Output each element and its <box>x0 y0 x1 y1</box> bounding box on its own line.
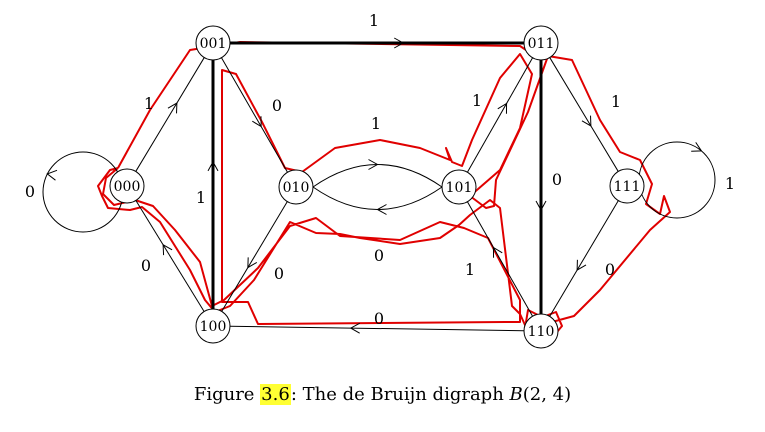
caption-args: (2, 4) <box>522 384 572 405</box>
edge-111-111-label: 1 <box>725 174 735 193</box>
edge-000-000-arrow <box>46 169 58 181</box>
node-100-label: 100 <box>200 319 227 335</box>
edge-100-000-arrow <box>162 243 173 256</box>
figure-caption: Figure 3.6: The de Bruijn digraph B(2, 4… <box>0 384 765 405</box>
edge-110-100-arrow <box>349 322 361 334</box>
edge-100-001-label: 1 <box>196 188 206 207</box>
node-111-label: 111 <box>614 179 641 195</box>
edge-001-011-label: 1 <box>369 11 379 30</box>
edge-000-001-arrow <box>167 102 178 114</box>
edge-001-010-label: 0 <box>272 96 282 115</box>
node-110-label: 110 <box>528 324 555 340</box>
node-011: 011 <box>523 25 559 61</box>
node-010-label: 010 <box>283 180 310 196</box>
node-011-label: 011 <box>528 36 555 52</box>
node-101-label: 101 <box>446 180 473 196</box>
hamiltonian-cycle-top-segment <box>117 41 533 169</box>
node-111: 111 <box>609 168 645 204</box>
node-101-circle <box>441 169 477 205</box>
node-001-label: 001 <box>200 36 227 52</box>
node-000: 000 <box>109 168 145 204</box>
edge-101-010-label: 0 <box>374 246 384 265</box>
edge-110-101-arrow <box>492 246 503 258</box>
edge-101-010 <box>312 186 443 210</box>
edge-101-011 <box>466 57 534 173</box>
edge-100-001-arrow <box>207 160 219 172</box>
node-101: 101 <box>441 169 477 205</box>
edge-110-101-label: 1 <box>465 260 475 279</box>
edge-010-100 <box>221 201 288 312</box>
edge-111-110-label: 0 <box>605 260 615 279</box>
edge-101-011-label: 1 <box>472 91 482 110</box>
caption-prefix: Figure <box>193 384 261 405</box>
node-100-circle <box>195 308 231 344</box>
edge-111-110 <box>549 200 619 317</box>
edge-011-111-arrow <box>581 115 592 127</box>
edge-111-111-arrow <box>691 142 703 152</box>
edge-010-101 <box>312 164 443 188</box>
node-100: 100 <box>195 308 231 344</box>
edge-000-001-label: 1 <box>144 94 154 113</box>
edge-110-100-label: 0 <box>374 309 384 328</box>
hamiltonian-cycle-path <box>97 53 671 339</box>
node-111-circle <box>609 168 645 204</box>
edge-101-010-arrow <box>376 204 387 215</box>
caption-text: : The de Bruijn digraph <box>290 384 510 405</box>
edge-110-100 <box>229 325 525 332</box>
edge-001-010-arrow <box>252 116 262 128</box>
caption-math: B <box>509 384 523 405</box>
node-001: 001 <box>195 25 231 61</box>
edges-layer <box>42 37 716 334</box>
figure-number[interactable]: 3.6 <box>260 384 291 405</box>
edge-010-101-label: 1 <box>371 114 381 133</box>
node-010: 010 <box>278 169 314 205</box>
edge-100-000-label: 0 <box>141 256 151 275</box>
edge-010-101-arrow <box>368 159 379 170</box>
edge-000-001 <box>135 57 205 172</box>
node-010-circle <box>278 169 314 205</box>
edge-100-000 <box>135 200 205 312</box>
edge-011-111 <box>549 57 619 172</box>
node-110: 110 <box>523 313 559 349</box>
node-001-circle <box>195 25 231 61</box>
node-000-label: 000 <box>114 179 141 195</box>
node-011-circle <box>523 25 559 61</box>
edge-011-111-label: 1 <box>611 92 621 111</box>
node-000-circle <box>109 168 145 204</box>
edge-001-010 <box>221 57 288 173</box>
edge-001-011-arrow <box>393 37 405 49</box>
edge-011-110-arrow <box>535 200 547 212</box>
edge-011-110-label: 0 <box>552 170 562 189</box>
hamiltonian-cycle-layer <box>97 41 671 339</box>
edge-110-101 <box>466 201 534 317</box>
edge-101-011-arrow <box>497 102 508 114</box>
edge-010-100-arrow <box>247 257 258 269</box>
edge-000-000-label: 0 <box>25 182 35 201</box>
edge-111-110-arrow <box>576 259 587 271</box>
node-110-circle <box>523 313 559 349</box>
edge-010-100-label: 0 <box>274 264 284 283</box>
